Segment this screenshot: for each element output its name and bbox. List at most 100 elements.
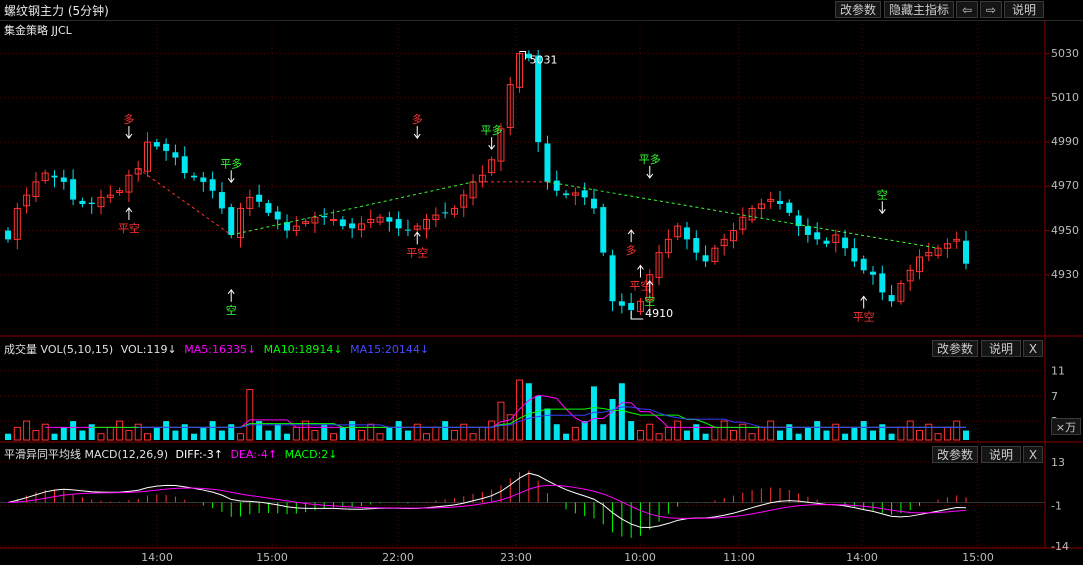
candle-body — [311, 216, 319, 224]
candle-body — [720, 238, 728, 247]
volume-bar — [488, 420, 496, 441]
volume-bar — [70, 421, 77, 440]
arrow-right-icon[interactable]: ⇨ — [980, 1, 1002, 18]
candle-body — [386, 217, 393, 222]
signal-label: 平多 — [220, 156, 242, 170]
volume-bar — [125, 430, 133, 441]
candle-body — [943, 243, 951, 249]
candle-body — [786, 202, 793, 213]
volume-bar — [842, 433, 849, 440]
low-marker — [630, 310, 644, 320]
candle-body — [535, 55, 542, 143]
candle-body — [237, 207, 245, 239]
volume-bar — [776, 430, 783, 440]
volume-bar — [13, 426, 21, 441]
candle-body — [51, 175, 58, 178]
time-tick-label: 15:00 — [256, 551, 288, 564]
volume-bar — [674, 420, 682, 441]
title-bar: 螺纹钢主力 (5分钟) 改参数 隐藏主指标 ⇦ ⇨ 说明 — [0, 0, 1083, 21]
arrow-left-icon[interactable]: ⇦ — [956, 1, 978, 18]
candle-body — [842, 237, 849, 249]
candle-body — [125, 174, 133, 193]
high-label: 5031 — [530, 53, 558, 66]
volume-bar — [284, 433, 291, 440]
candle-body — [209, 179, 216, 191]
volume-bar — [757, 426, 765, 441]
candle-body — [321, 215, 328, 218]
candle-body — [804, 226, 811, 235]
candle-body — [953, 238, 961, 242]
macd-diff: DIFF:-3↑ — [175, 448, 223, 461]
volume-bar — [172, 430, 179, 440]
volume-bar — [302, 420, 310, 441]
candle-body — [116, 190, 124, 194]
candle-body — [897, 283, 905, 302]
candle-body — [228, 207, 235, 235]
candle-body — [413, 225, 421, 230]
candle-body — [516, 53, 524, 88]
macd-params-button[interactable]: 改参数 — [932, 446, 978, 463]
candle-body — [711, 247, 719, 262]
candle-body — [153, 142, 160, 147]
candle-body — [674, 225, 682, 238]
signal-arrowhead — [646, 173, 654, 179]
volume-bar — [228, 424, 235, 440]
candle-body — [655, 252, 663, 278]
params-button[interactable]: 改参数 — [835, 1, 881, 18]
macd-help-button[interactable]: 说明 — [981, 446, 1021, 463]
volume-bar — [869, 430, 876, 440]
signal-arrowhead — [227, 288, 235, 295]
candle-body — [5, 230, 11, 240]
strategy-line — [547, 181, 939, 249]
hide-main-indicator-button[interactable]: 隐藏主指标 — [884, 1, 954, 18]
signal-label: 平多 — [481, 123, 503, 137]
volume-bar — [897, 426, 905, 441]
volume-bar — [274, 424, 281, 440]
volume-bar — [404, 430, 411, 440]
macd-tick-label: 13 — [1051, 456, 1065, 469]
candle-body — [888, 295, 895, 302]
volume-params-button[interactable]: 改参数 — [932, 340, 978, 357]
help-button[interactable]: 说明 — [1004, 1, 1044, 18]
volume-bar — [804, 427, 811, 440]
volume-bar — [450, 430, 458, 441]
chart-title: 螺纹钢主力 (5分钟) — [4, 4, 109, 18]
volume-bar — [144, 433, 152, 441]
volume-bar — [664, 426, 672, 441]
volume-unit-badge: ×万 — [1051, 418, 1081, 435]
signal-label: 多 — [626, 243, 637, 257]
volume-tick-label: 7 — [1051, 390, 1058, 403]
macd-close-button[interactable]: X — [1023, 446, 1043, 463]
volume-bar — [563, 433, 570, 440]
candle-body — [814, 232, 821, 240]
candle-body — [32, 181, 40, 197]
macd-tick-label: -14 — [1051, 540, 1069, 553]
signal-label: 空 — [226, 303, 237, 317]
candle-body — [628, 303, 635, 311]
price-tick-label: 4970 — [1051, 179, 1079, 193]
price-tick-label: 4990 — [1051, 135, 1079, 149]
volume-help-button[interactable]: 说明 — [981, 340, 1021, 357]
candle-body — [851, 248, 858, 262]
volume-bar — [590, 386, 597, 440]
candle-body — [256, 194, 263, 202]
volume-ma10: MA10:18914↓ — [263, 343, 343, 356]
volume-bar — [535, 395, 542, 440]
volume-bar — [153, 427, 160, 440]
candle-body — [581, 190, 588, 198]
volume-bar — [395, 421, 402, 440]
signal-arrowhead — [413, 133, 421, 139]
high-marker — [519, 50, 527, 60]
volume-bar — [478, 426, 486, 441]
volume-close-button[interactable]: X — [1023, 340, 1043, 357]
volume-bar — [134, 423, 142, 441]
candle-body — [506, 84, 514, 129]
volume-bar — [636, 430, 644, 441]
macd-diff-line — [7, 472, 967, 528]
candle-body — [693, 238, 700, 253]
candle-body — [330, 218, 338, 221]
volume-bar — [5, 433, 11, 440]
candle-body — [925, 252, 933, 257]
candle-body — [767, 199, 775, 202]
candle-body — [79, 200, 86, 204]
